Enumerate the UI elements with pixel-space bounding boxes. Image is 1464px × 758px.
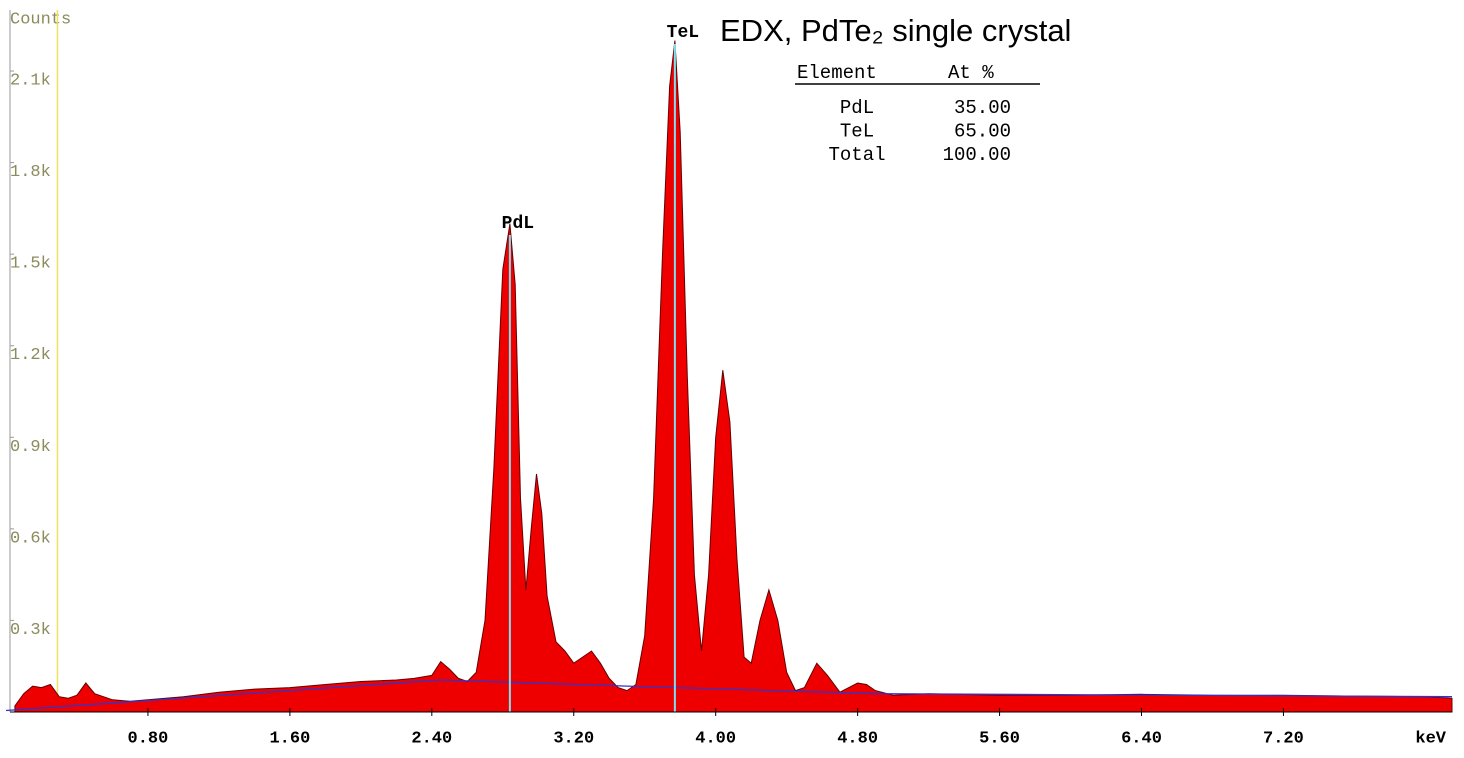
x-tick-label: 5.60 (979, 729, 1020, 748)
x-tick-label: 3.20 (553, 729, 594, 748)
x-tick-label: 0.80 (128, 729, 169, 748)
x-tick-label: 4.00 (695, 729, 736, 748)
y-axis-label: Counts (10, 10, 71, 29)
table-header: At % (948, 62, 994, 84)
background-line (5, 679, 1453, 712)
table-header: Element (797, 62, 877, 84)
peak-label: PdL (502, 214, 534, 234)
table-cell: Total (828, 144, 885, 166)
x-tick-label: 1.60 (269, 729, 310, 748)
y-tick-label: 2.1k (10, 72, 51, 91)
table-cell: 100.00 (943, 144, 1011, 166)
table-cell: TeL (840, 121, 874, 143)
x-tick-label: 4.80 (837, 729, 878, 748)
chart-title: EDX, PdTe₂ single crystal (720, 13, 1071, 48)
x-tick-label: 7.20 (1263, 729, 1304, 748)
table-cell: 65.00 (954, 121, 1011, 143)
y-tick-label: 1.5k (10, 255, 51, 274)
peak-label: TeL (667, 23, 699, 43)
y-tick-label: 0.6k (10, 529, 51, 548)
x-tick-label: 2.40 (411, 729, 452, 748)
y-tick-label: 1.8k (10, 163, 51, 182)
x-tick-label: 6.40 (1121, 729, 1162, 748)
x-axis-label: keV (1415, 729, 1446, 748)
y-tick-label: 1.2k (10, 346, 51, 365)
y-tick-label: 0.9k (10, 438, 51, 457)
y-tick-label: 0.3k (10, 621, 51, 640)
table-cell: PdL (840, 97, 874, 119)
spectrum-area (14, 40, 1453, 713)
table-cell: 35.00 (954, 97, 1011, 119)
